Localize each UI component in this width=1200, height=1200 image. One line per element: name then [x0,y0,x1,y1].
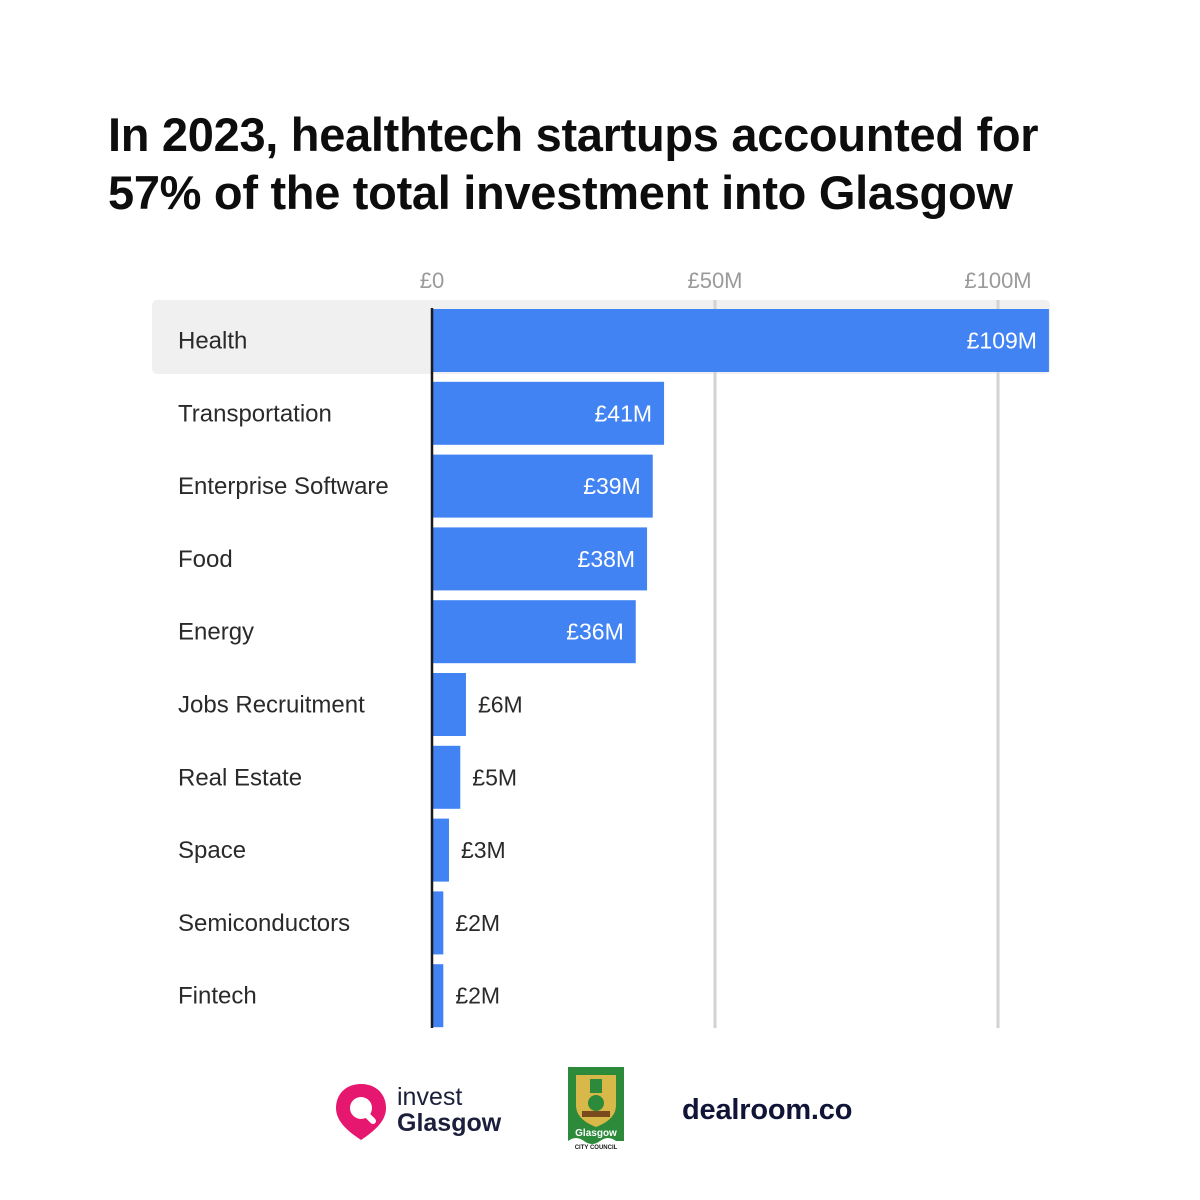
bar [432,891,444,955]
chart-title: In 2023, healthtech startups accounted f… [108,106,1148,222]
title-line-2: 57% of the total investment into Glasgow [108,166,1013,219]
bar-value-label: £2M [455,910,500,936]
location-pin-icon [336,1084,386,1140]
category-label: Semiconductors [178,910,350,937]
bar-value-label: £6M [478,692,523,718]
category-label: Food [178,546,233,573]
bar-value-label: £2M [455,983,500,1009]
category-label: Jobs Recruitment [178,692,365,719]
bar-value-label: £41M [595,400,653,426]
category-label: Space [178,837,246,864]
bar [432,964,444,1028]
bar-chart: £0 £50M £100M Health £109M Transportation £41M… [152,268,1050,1028]
category-label: Transportation [178,400,332,427]
invest-glasgow-logo: invest Glasgow [333,1082,523,1142]
glasgow-word: Glasgow [397,1109,502,1137]
bar-value-label: £5M [472,764,517,790]
category-label: Health [178,328,247,355]
glasgow-city-council-logo: Glasgow CITY COUNCIL [566,1065,626,1153]
council-name: Glasgow [575,1128,617,1139]
category-label: Fintech [178,983,257,1010]
logo-bar: invest Glasgow Glasgow CITY COUNCIL deal… [0,1060,1200,1160]
bar-value-label: £109M [967,328,1037,354]
bar [432,600,636,664]
council-crest-icon [568,1067,624,1145]
invest-word: invest [397,1083,463,1111]
bar [432,309,1049,372]
title-line-1: In 2023, healthtech startups accounted f… [108,108,1039,161]
bar [432,673,466,736]
bar [432,527,648,591]
bar [432,745,461,809]
category-label: Energy [178,619,254,646]
dealroom-logo: dealroom.co [682,1094,853,1126]
council-subtitle: CITY COUNCIL [574,1145,618,1151]
category-label: Real Estate [178,764,302,791]
bar [432,818,449,882]
bar-value-label: £36M [566,619,624,645]
x-tick-label: £50M [687,268,742,293]
x-tick-label: £100M [964,268,1031,293]
bar-value-label: £39M [583,473,641,499]
category-label: Enterprise Software [178,473,389,500]
x-tick-label: £0 [420,268,444,293]
bar [432,454,653,518]
bar [432,381,665,445]
bar-value-label: £38M [578,546,636,572]
bar-value-label: £3M [461,837,506,863]
invest-glasgow-wordmark: invest Glasgow [397,1084,501,1136]
